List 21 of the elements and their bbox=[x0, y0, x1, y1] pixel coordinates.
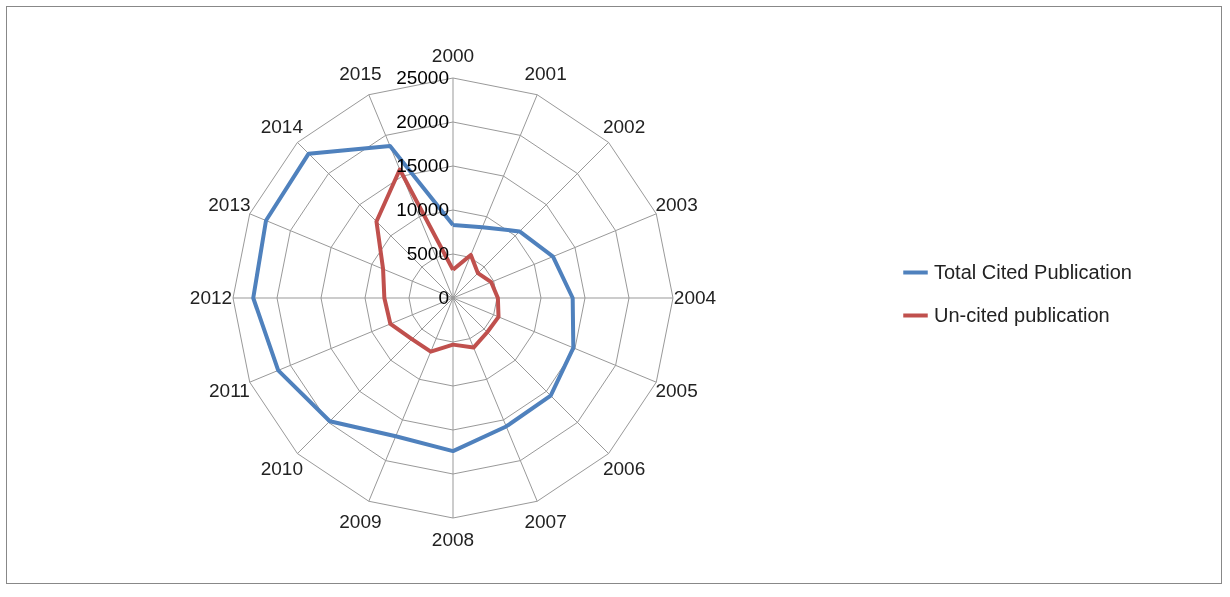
spoke-label: 2011 bbox=[208, 379, 250, 401]
spoke-label: 2012 bbox=[189, 287, 233, 308]
spoke-label: 2008 bbox=[431, 529, 475, 550]
spoke-label: 2004 bbox=[673, 287, 717, 308]
y-tick-label: 25000 bbox=[396, 67, 449, 88]
spoke-label: 2009 bbox=[339, 510, 382, 532]
y-tick-label: 0 bbox=[438, 287, 449, 308]
legend-label: Total Cited Publication bbox=[934, 260, 1132, 283]
spoke-label: 2007 bbox=[524, 510, 567, 532]
spoke-label: 2000 bbox=[431, 45, 475, 66]
spoke-label: 2001 bbox=[524, 63, 567, 85]
spoke-label: 2014 bbox=[260, 115, 304, 137]
spoke-label: 2013 bbox=[208, 194, 251, 216]
spoke-label: 2002 bbox=[602, 115, 646, 137]
spoke-label: 2003 bbox=[655, 194, 698, 216]
spoke-label: 2010 bbox=[260, 458, 304, 480]
spoke-label: 2006 bbox=[602, 458, 646, 480]
spoke-label: 2005 bbox=[655, 379, 698, 401]
y-tick-label: 20000 bbox=[396, 111, 449, 132]
legend-label: Un-cited publication bbox=[934, 303, 1110, 326]
spoke-label: 2015 bbox=[339, 63, 382, 85]
